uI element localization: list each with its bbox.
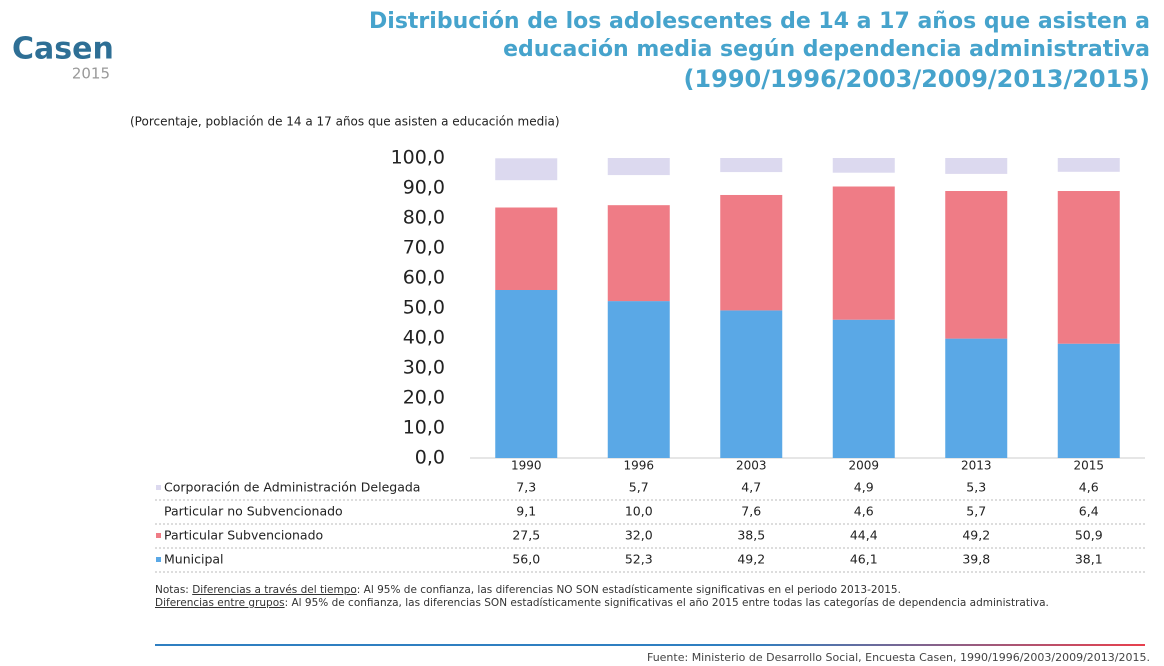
note-label: Diferencias entre grupos	[155, 597, 285, 609]
y-tick-label: 100,0	[391, 147, 445, 169]
value-label: 4,9	[854, 480, 874, 495]
x-tick-label: 2013	[961, 459, 992, 473]
note-text: : Al 95% de confianza, las diferencias S…	[284, 597, 1049, 609]
y-tick-label: 90,0	[403, 177, 445, 199]
bar-segment	[495, 207, 558, 290]
chart-subtitle: (Porcentaje, población de 14 a 17 años q…	[130, 115, 560, 129]
y-tick-label: 20,0	[403, 387, 445, 409]
bar-segment	[832, 186, 895, 320]
note-text: : Al 95% de confianza, las diferencias N…	[356, 584, 901, 596]
value-label: 52,3	[625, 552, 653, 567]
bar-segment	[720, 158, 783, 173]
value-label: 5,7	[966, 504, 986, 519]
value-label: 44,4	[850, 528, 878, 543]
value-label: 38,1	[1075, 552, 1103, 567]
notes-prefix: Notas:	[155, 584, 189, 596]
x-tick-label: 1990	[511, 459, 542, 473]
value-label: 27,5	[512, 528, 540, 543]
bar-segment	[945, 158, 1008, 174]
bar-segment	[495, 290, 558, 458]
logo-year: 2015	[72, 65, 110, 83]
value-label: 38,5	[737, 528, 765, 543]
value-label: 4,7	[741, 480, 761, 495]
bar-segment	[1057, 191, 1120, 344]
value-label: 32,0	[625, 528, 653, 543]
bar-segment	[945, 191, 1008, 339]
y-tick-label: 70,0	[403, 237, 445, 259]
value-label: 56,0	[512, 552, 540, 567]
value-label: 7,3	[516, 480, 536, 495]
value-label: 7,6	[741, 504, 761, 519]
notes: Notas: Diferencias a través del tiempo: …	[155, 584, 1145, 610]
legend-label: Particular no Subvencionado	[164, 504, 343, 519]
y-tick-label: 40,0	[403, 327, 445, 349]
bar-segment	[832, 172, 895, 187]
legend-marker	[156, 533, 161, 538]
bar-segment	[720, 172, 783, 195]
value-label: 4,6	[854, 504, 874, 519]
bar-segment	[1057, 171, 1120, 191]
y-tick-label: 80,0	[403, 207, 445, 229]
bar-segment	[832, 319, 895, 458]
y-tick-label: 50,0	[403, 297, 445, 319]
legend-label: Corporación de Administración Delegada	[164, 480, 420, 495]
bar-segment	[607, 175, 670, 206]
value-label: 46,1	[850, 552, 878, 567]
value-label: 4,6	[1079, 480, 1099, 495]
legend-marker	[156, 557, 161, 562]
y-tick-label: 60,0	[403, 267, 445, 289]
x-tick-label: 2003	[736, 459, 767, 473]
legend-marker	[156, 485, 161, 490]
note-label: Diferencias a través del tiempo	[192, 584, 357, 596]
bar-segment	[607, 158, 670, 176]
y-tick-label: 0,0	[415, 447, 445, 469]
value-label: 49,2	[962, 528, 990, 543]
chart-title: Distribución de los adolescentes de 14 a…	[369, 9, 1150, 34]
bar-segment	[945, 338, 1008, 458]
value-label: 6,4	[1079, 504, 1099, 519]
bar-segment	[720, 310, 783, 458]
value-label: 5,3	[966, 480, 986, 495]
x-tick-label: 1996	[623, 459, 654, 473]
bar-segment	[945, 173, 1008, 191]
value-label: 50,9	[1075, 528, 1103, 543]
value-label: 10,0	[625, 504, 653, 519]
legend-label: Particular Subvencionado	[164, 528, 323, 543]
chart-title: educación media según dependencia admini…	[503, 37, 1150, 62]
logo-name: Casen	[12, 32, 114, 67]
chart-title: (1990/1996/2003/2009/2013/2015)	[683, 65, 1150, 93]
value-label: 49,2	[737, 552, 765, 567]
x-tick-label: 2015	[1073, 459, 1104, 473]
y-tick-label: 10,0	[403, 417, 445, 439]
bar-segment	[1057, 343, 1120, 458]
source: Fuente: Ministerio de Desarrollo Social,…	[647, 651, 1150, 664]
value-label: 5,7	[629, 480, 649, 495]
x-tick-label: 2009	[848, 459, 879, 473]
bar-segment	[495, 158, 558, 181]
bar-segment	[832, 158, 895, 173]
bar-segment	[1057, 158, 1120, 172]
value-label: 9,1	[516, 504, 536, 519]
legend-marker	[156, 509, 161, 514]
bar-segment	[607, 205, 670, 302]
bar-segment	[607, 301, 670, 458]
legend-label: Municipal	[164, 552, 224, 567]
y-tick-label: 30,0	[403, 357, 445, 379]
bar-segment	[720, 194, 783, 311]
bar-segment	[495, 180, 558, 208]
value-label: 39,8	[962, 552, 990, 567]
